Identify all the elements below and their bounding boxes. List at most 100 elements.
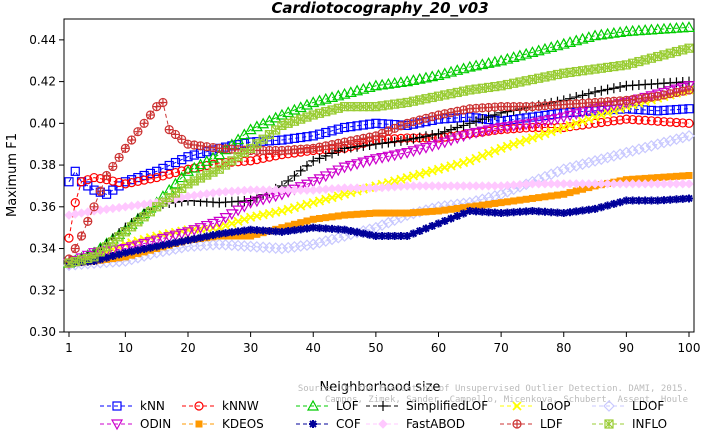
x-tick-label-2: 20	[180, 341, 195, 355]
point-odin-54	[394, 149, 407, 161]
point-cof-9	[115, 250, 124, 259]
point-lof-86	[595, 28, 608, 40]
point-odin-16	[156, 233, 169, 245]
point-fastabod-58	[421, 181, 431, 191]
point-cof-21	[190, 234, 199, 243]
point-kdeos-48	[359, 210, 367, 218]
series-lof	[62, 21, 696, 268]
y-tick-label-5: 0.40	[29, 116, 56, 130]
point-odin-78	[545, 114, 558, 126]
point-ldf-9	[114, 152, 124, 163]
point-loop-81	[565, 120, 575, 131]
point-cof-69	[490, 208, 499, 217]
series-cof	[65, 194, 693, 268]
point-ldof-53	[388, 214, 401, 227]
point-cof-57	[415, 227, 424, 236]
point-ldof-80	[557, 163, 570, 176]
point-ldof-52	[382, 216, 395, 229]
point-loop-74	[521, 135, 531, 145]
point-odin-29	[238, 201, 251, 213]
point-odin-31	[250, 196, 263, 208]
y-tick-label-4: 0.38	[29, 158, 56, 172]
point-lof-88	[607, 26, 620, 38]
point-cof-64	[459, 209, 468, 218]
point-kdeos-99	[679, 172, 687, 180]
point-lof-50	[369, 79, 382, 91]
point-fastabod-49	[364, 183, 375, 193]
y-tick-label-3: 0.36	[29, 200, 56, 214]
point-knn-46	[346, 122, 356, 132]
point-knn-75	[527, 112, 538, 122]
point-knnw-85	[590, 118, 600, 128]
point-kdeos-56	[409, 209, 417, 217]
point-inflo-74	[521, 76, 531, 86]
point-ldof-94	[645, 140, 658, 152]
point-cof-31	[252, 226, 261, 235]
point-odin-17	[163, 232, 176, 244]
point-knnw-92	[634, 115, 644, 125]
point-odin-21	[188, 225, 201, 236]
point-ldf-14	[145, 110, 156, 120]
x-tick-label-8: 80	[556, 341, 571, 355]
series-fastabod	[64, 179, 694, 220]
point-ldf-100	[684, 85, 694, 95]
legend-item-knnw: kNNW	[182, 399, 259, 413]
point-odin-32	[257, 194, 270, 206]
point-knn-92	[634, 104, 644, 115]
point-ldf-10	[120, 143, 130, 153]
point-odin-40	[307, 177, 320, 188]
point-cof-41	[315, 224, 324, 233]
point-cof-18	[171, 238, 180, 247]
point-knn-11	[127, 175, 137, 185]
point-cof-79	[553, 208, 562, 217]
point-cof-74	[522, 207, 531, 216]
point-cof-39	[302, 224, 311, 233]
y-tick-label-0: 0.30	[29, 325, 56, 339]
point-kdeos-39	[303, 217, 311, 225]
point-simplifiedlof-85	[590, 87, 601, 98]
point-loop-84	[584, 114, 594, 124]
series-layer	[62, 21, 696, 272]
point-lof-90	[620, 25, 633, 37]
point-ldof-90	[620, 146, 633, 159]
point-cof-14	[146, 243, 155, 252]
point-odin-42	[319, 171, 332, 183]
point-kdeos-77	[541, 193, 549, 201]
point-cof-16	[158, 241, 167, 250]
point-fastabod-67	[477, 181, 488, 191]
point-fastabod-64	[458, 181, 469, 191]
point-fastabod-36	[283, 185, 293, 195]
point-cof-58	[421, 224, 430, 233]
point-fastabod-63	[452, 181, 462, 191]
point-odin-83	[576, 107, 589, 119]
point-odin-45	[338, 162, 351, 174]
point-knn-94	[646, 105, 657, 115]
point-loop-85	[590, 112, 600, 122]
point-kdeos-70	[497, 199, 505, 207]
point-ldf-58	[421, 113, 431, 123]
point-fastabod-83	[577, 179, 588, 189]
point-ldf-7	[101, 170, 112, 181]
point-fastabod-66	[471, 181, 481, 191]
point-cof-30	[246, 225, 255, 234]
y-tick-label-1: 0.32	[29, 283, 56, 297]
point-ldof-45	[338, 230, 351, 242]
point-knnw-98	[671, 117, 682, 128]
legend: kNN kNNW LOF SimplifiedLOF LoOP LDOF ODIN KDEOS…	[100, 399, 667, 431]
point-loop-66	[471, 153, 481, 164]
point-cof-13	[140, 244, 149, 253]
point-kdeos-42	[322, 214, 330, 222]
point-ldof-99	[676, 131, 689, 144]
point-ldf-91	[628, 94, 638, 105]
point-loop-86	[596, 110, 606, 120]
point-fastabod-48	[358, 183, 369, 193]
point-ldof-43	[326, 233, 338, 246]
point-ldof-83	[576, 158, 589, 171]
point-knn-49	[365, 119, 375, 129]
legend-item-odin: ODIN	[100, 417, 171, 431]
point-loop-77	[540, 129, 550, 139]
point-lof-85	[589, 29, 602, 41]
point-odin-64	[457, 131, 470, 143]
point-cof-35	[277, 227, 286, 236]
legend-label-odin: ODIN	[140, 417, 171, 431]
